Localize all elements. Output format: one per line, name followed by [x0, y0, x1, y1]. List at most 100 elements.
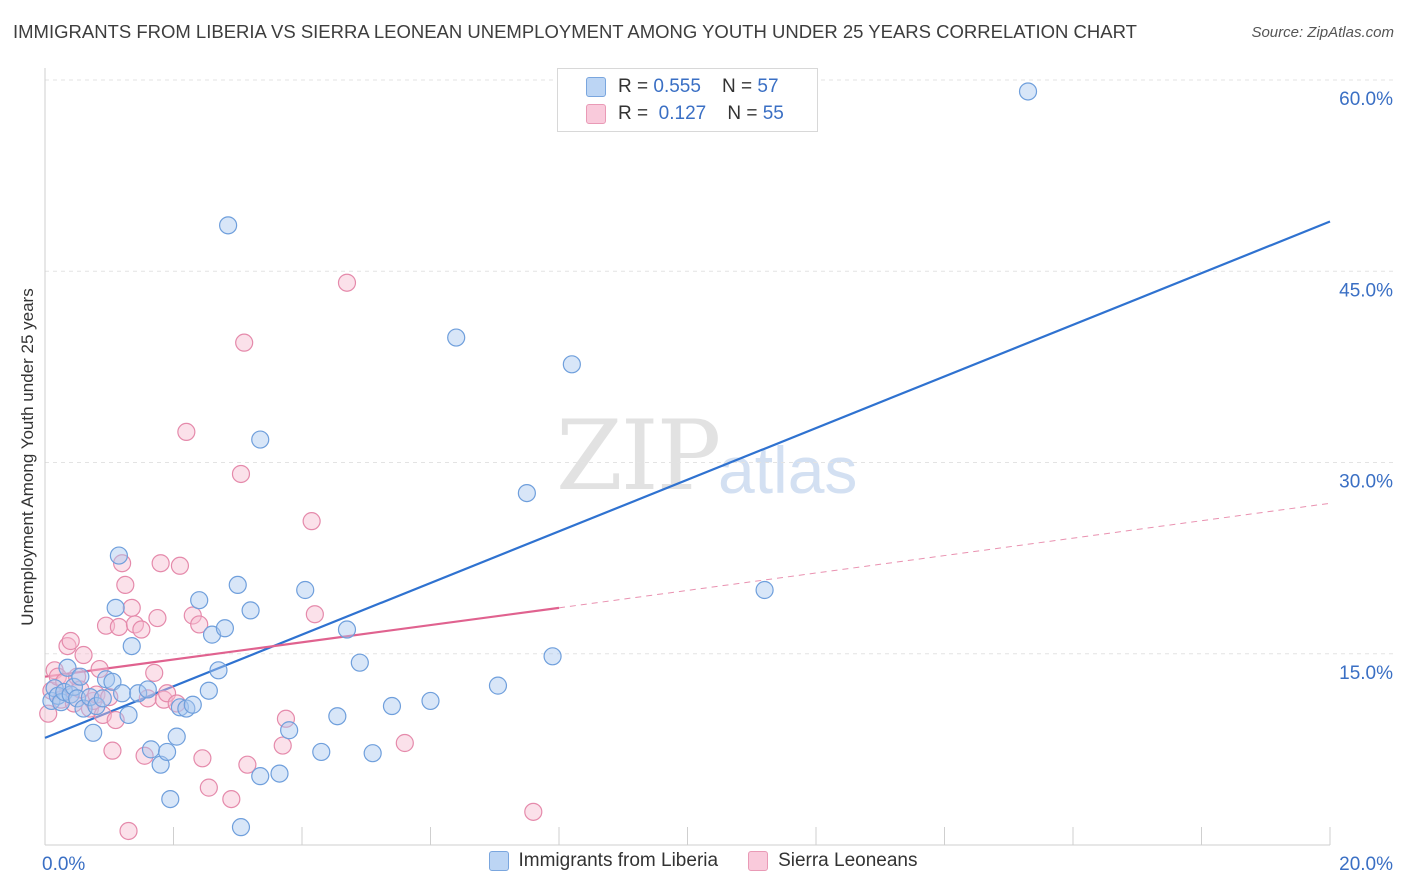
liberia-point: [183, 695, 202, 714]
liberia-point: [190, 591, 209, 610]
sierra-leoneans-point: [183, 606, 202, 625]
liberia-point: [68, 689, 87, 708]
axes: [44, 68, 1331, 846]
sierra-leoneans-point: [231, 464, 251, 484]
liberia-point: [755, 580, 774, 600]
r-label: R =: [618, 103, 654, 124]
liberia-point: [296, 580, 315, 600]
r-value: 0.127: [658, 103, 707, 124]
sierra-leoneans-point: [132, 620, 151, 639]
liberia-point: [209, 661, 228, 680]
n-label: N =: [722, 76, 758, 97]
sierra-leone-legend-swatch: [748, 851, 769, 871]
sierra-leoneans-point: [524, 802, 543, 821]
sierra-leoneans-point: [119, 821, 138, 841]
legend-item-sierra-leone: Sierra Leoneans: [748, 850, 918, 872]
y-tick-label: 60.0%: [1339, 89, 1393, 110]
n-label: N =: [727, 103, 763, 124]
liberia-point: [251, 767, 270, 786]
trend-lines: [44, 220, 1331, 739]
legend-item-liberia: Immigrants from Liberia: [488, 850, 719, 872]
liberia-point: [488, 676, 508, 695]
liberia-point: [328, 707, 347, 726]
correlation-legend: R = 0.555 N = 57 R = 0.127 N = 55: [557, 68, 818, 132]
liberia-point: [350, 653, 369, 672]
liberia-point: [382, 696, 402, 716]
r-label: R =: [618, 76, 654, 97]
sierra-leoneans-point: [145, 663, 164, 682]
liberia-point: [280, 721, 299, 740]
sierra-leoneans-trend-line: [44, 606, 560, 678]
watermark-atlas: atlas: [718, 433, 858, 507]
data-points: [39, 82, 1038, 841]
liberia-trend-line: [44, 220, 1331, 739]
liberia-point: [138, 680, 157, 699]
liberia-swatch: [586, 77, 606, 97]
sierra-leoneans-point: [90, 659, 109, 679]
sierra-leoneans-point: [170, 556, 190, 575]
gridlines: [45, 79, 1395, 655]
sierra-leoneans-point: [222, 789, 241, 809]
chart-title: IMMIGRANTS FROM LIBERIA VS SIERRA LEONEA…: [13, 21, 1137, 42]
liberia-point: [119, 705, 138, 725]
sierra-leoneans-point: [74, 645, 93, 665]
liberia-point: [231, 818, 251, 837]
y-axis-label: Unemployment Among Youth under 25 years: [18, 288, 37, 626]
y-tick-label: 45.0%: [1339, 280, 1393, 301]
sierra-leoneans-point: [96, 616, 116, 635]
tick-labels: 15.0% 30.0% 45.0% 60.0% 0.0% 20.0%: [42, 89, 1393, 875]
liberia-point: [167, 727, 186, 746]
sierra-leoneans-point: [305, 605, 324, 624]
liberia-point: [157, 742, 177, 762]
sierra-leoneans-point: [103, 741, 122, 760]
liberia-point: [219, 216, 238, 235]
liberia-point: [64, 677, 84, 697]
liberia-point: [1018, 82, 1038, 101]
x-tick-label: 20.0%: [1339, 854, 1393, 875]
liberia-point: [270, 764, 289, 783]
legend-label-sierra-leone: Sierra Leoneans: [778, 850, 918, 871]
liberia-point: [251, 430, 270, 449]
sierra-leoneans-point: [148, 608, 167, 628]
sierra-leoneans-point: [395, 733, 414, 753]
liberia-legend-swatch: [488, 851, 509, 871]
watermark-zip: ZIP: [556, 400, 721, 512]
sierra-leone-swatch: [586, 104, 606, 124]
source-label: Source: ZipAtlas.com: [1251, 24, 1394, 41]
legend-row-text: R = 0.555 N = 57: [618, 76, 779, 98]
liberia-point: [84, 723, 103, 742]
sierra-leoneans-point: [276, 709, 296, 728]
liberia-point: [141, 740, 161, 759]
liberia-point: [71, 667, 90, 686]
liberia-point: [93, 689, 112, 708]
liberia-point: [543, 647, 562, 666]
sierra-leoneans-point: [199, 778, 218, 797]
liberia-point: [199, 681, 218, 700]
sierra-leoneans-point: [235, 333, 254, 352]
liberia-point: [215, 619, 234, 638]
series-legend: Immigrants from Liberia Sierra Leoneans: [0, 850, 1406, 872]
sierra-leoneans-point: [238, 755, 257, 774]
sierra-leoneans-point: [337, 273, 357, 292]
liberia-point: [241, 601, 260, 620]
legend-label-liberia: Immigrants from Liberia: [518, 850, 719, 871]
liberia-point: [337, 620, 357, 639]
sierra-leoneans-point: [61, 631, 80, 651]
liberia-point: [122, 636, 141, 656]
sierra-leoneans-point: [58, 636, 77, 656]
y-tick-label: 15.0%: [1339, 663, 1393, 684]
x-tick-label: 0.0%: [42, 854, 85, 875]
liberia-point: [106, 598, 125, 617]
liberia-point: [80, 687, 100, 707]
sierra-leoneans-point: [109, 617, 128, 637]
liberia-point: [363, 744, 382, 763]
liberia-point: [129, 684, 148, 703]
liberia-point: [447, 328, 466, 347]
sierra-leoneans-point: [193, 749, 212, 768]
sierra-leoneans-point: [122, 598, 141, 617]
liberia-point: [312, 742, 331, 762]
sierra-leoneans-point: [190, 615, 209, 634]
sierra-leoneans-trend-extrapolation: [558, 502, 1331, 609]
n-value: 55: [762, 103, 784, 124]
